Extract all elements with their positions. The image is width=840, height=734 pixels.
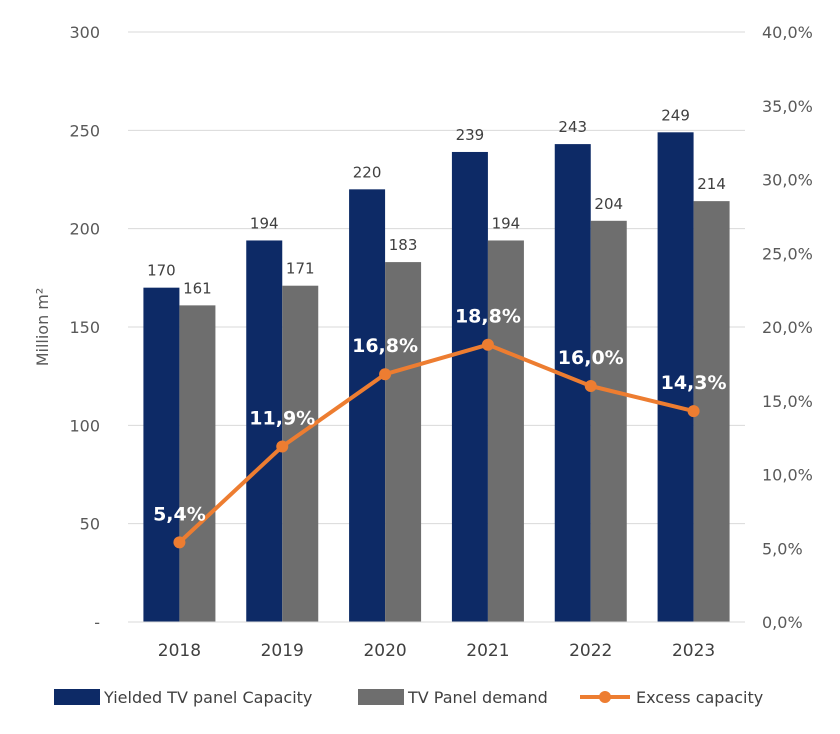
y2-tick-label: 15,0% bbox=[762, 392, 813, 411]
excess-capacity-label: 11,9% bbox=[249, 407, 315, 429]
y-tick-label: 100 bbox=[69, 416, 100, 435]
capacity-value-label: 220 bbox=[353, 163, 382, 181]
legend-label-capacity: Yielded TV panel Capacity bbox=[103, 688, 312, 707]
y-tick-label: 150 bbox=[69, 318, 100, 337]
x-tick-label: 2018 bbox=[158, 641, 201, 661]
x-tick-label: 2019 bbox=[261, 641, 304, 661]
y2-tick-label: 35,0% bbox=[762, 97, 813, 116]
y2-tick-label: 20,0% bbox=[762, 318, 813, 337]
excess-capacity-point bbox=[481, 338, 494, 351]
demand-value-label: 204 bbox=[594, 195, 623, 213]
demand-value-label: 214 bbox=[697, 175, 726, 193]
legend-label-excess: Excess capacity bbox=[636, 688, 763, 707]
demand-value-label: 171 bbox=[286, 260, 315, 278]
legend-label-demand: TV Panel demand bbox=[407, 688, 548, 707]
capacity-bar bbox=[451, 151, 488, 622]
capacity-bar bbox=[349, 189, 386, 623]
legend-swatch-excess-marker bbox=[599, 691, 611, 703]
y2-tick-label: 10,0% bbox=[762, 466, 813, 485]
excess-capacity-point bbox=[173, 536, 186, 549]
excess-capacity-point bbox=[687, 405, 700, 418]
excess-capacity-label: 16,8% bbox=[352, 335, 418, 357]
legend: Yielded TV panel Capacity TV Panel demand… bbox=[54, 688, 763, 707]
demand-bar bbox=[693, 201, 730, 622]
y2-tick-label: 5,0% bbox=[762, 539, 803, 558]
excess-capacity-point bbox=[584, 380, 597, 392]
legend-swatch-capacity bbox=[54, 689, 100, 705]
y-tick-label: - bbox=[94, 613, 100, 632]
capacity-bar bbox=[143, 287, 180, 622]
y2-tick-label: 0,0% bbox=[762, 613, 803, 632]
demand-value-label: 183 bbox=[389, 236, 418, 254]
demand-value-label: 194 bbox=[492, 214, 521, 232]
capacity-value-label: 170 bbox=[147, 262, 176, 280]
y-tick-label: 50 bbox=[80, 515, 100, 534]
y-axis-title: Million m² bbox=[33, 288, 52, 367]
capacity-value-label: 194 bbox=[250, 214, 279, 232]
x-tick-label: 2022 bbox=[569, 641, 612, 661]
excess-capacity-point bbox=[276, 440, 289, 453]
excess-capacity-line bbox=[173, 338, 700, 549]
demand-value-label: 161 bbox=[183, 279, 212, 297]
data-labels: 170 161 194 171 220 183 239 194 243 204 249 214 5,4%… bbox=[147, 106, 726, 525]
axes: - 50 100 150 200 250 300 0,0% 5,0% 10,0% 15,0% 20,0… bbox=[33, 23, 813, 661]
excess-capacity-label: 5,4% bbox=[153, 503, 206, 525]
capacity-value-label: 249 bbox=[661, 106, 690, 124]
legend-swatch-demand bbox=[358, 689, 404, 705]
excess-capacity-line-path bbox=[177, 342, 696, 545]
excess-capacity-label: 18,8% bbox=[455, 306, 521, 328]
demand-bar bbox=[385, 262, 422, 622]
y2-tick-label: 40,0% bbox=[762, 23, 813, 42]
y-tick-label: 300 bbox=[69, 23, 100, 42]
y-tick-label: 250 bbox=[69, 121, 100, 140]
gridlines bbox=[128, 31, 745, 525]
demand-bar bbox=[590, 220, 627, 623]
y2-tick-label: 30,0% bbox=[762, 171, 813, 190]
x-tick-label: 2023 bbox=[672, 641, 715, 661]
capacity-bar bbox=[657, 132, 694, 623]
demand-bar bbox=[282, 285, 319, 622]
excess-capacity-point bbox=[379, 368, 392, 381]
x-tick-label: 2020 bbox=[363, 641, 406, 661]
capacity-value-label: 243 bbox=[558, 118, 587, 136]
y2-tick-label: 25,0% bbox=[762, 244, 813, 263]
capacity-bar bbox=[246, 240, 283, 622]
excess-capacity-label: 14,3% bbox=[661, 372, 727, 394]
x-tick-label: 2021 bbox=[466, 641, 509, 661]
capacity-value-label: 239 bbox=[456, 126, 485, 144]
bars bbox=[143, 132, 730, 623]
demand-bar bbox=[179, 305, 216, 622]
demand-bar bbox=[487, 240, 524, 622]
excess-capacity-label: 16,0% bbox=[558, 347, 624, 369]
y-tick-label: 200 bbox=[69, 220, 100, 239]
